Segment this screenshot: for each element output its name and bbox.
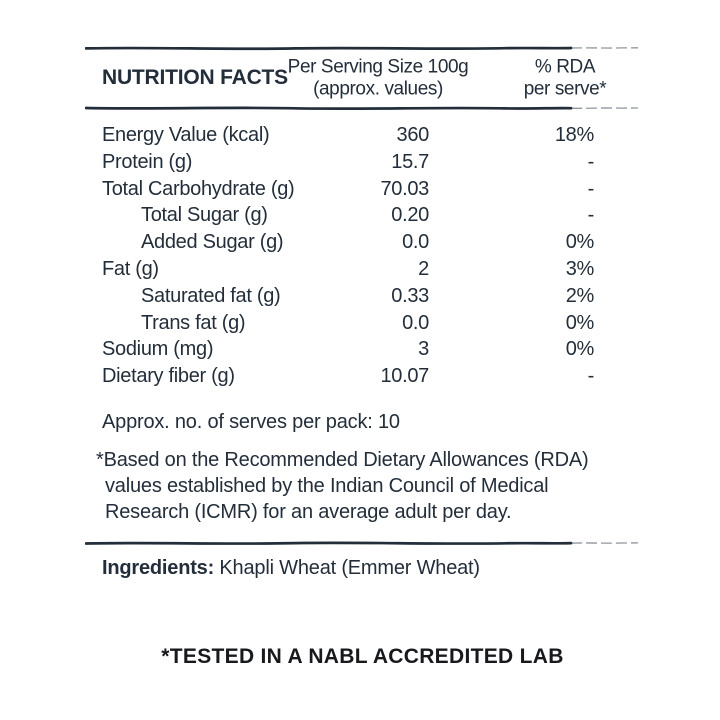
nutrient-value: 0.0 [402, 311, 429, 334]
nutrient-rda-value: - [587, 150, 595, 173]
nutrient-rda-value: 0% [565, 338, 595, 361]
nutrient-value: 2 [418, 257, 429, 280]
nutrient-value: 70.03 [380, 177, 429, 200]
rda-footnote: *Based on the Recommended Dietary Allowa… [96, 448, 589, 523]
nutrient-row: Total Sugar (g) 0.20 - [85, 202, 640, 229]
nutrient-row: Dietary fiber (g) 10.07 - [85, 363, 640, 390]
nutrient-label: Fat (g) [102, 257, 159, 280]
serving-size-column-header: Per Serving Size 100g (approx. values) [288, 57, 469, 100]
divider-rule-ingredients [85, 540, 640, 546]
nutrient-row: Saturated fat (g) 0.33 2% [85, 283, 640, 310]
nutrient-value: 0.0 [402, 231, 429, 254]
nutrient-row: Total Carbohydrate (g) 70.03 - [85, 176, 640, 203]
nutrient-rda-value: 0% [565, 311, 595, 334]
nutrient-row: Fat (g) 2 3% [85, 256, 640, 283]
nutrient-table: Energy Value (kcal) 360 18% Protein (g) … [85, 122, 640, 390]
nutrient-label: Saturated fat (g) [141, 284, 281, 307]
nutrient-row: Sodium (mg) 3 0% [85, 336, 640, 363]
nutrient-rda-value: - [587, 177, 595, 200]
nutrient-label: Energy Value (kcal) [102, 124, 270, 146]
nutrient-rda-value: 18% [554, 124, 594, 146]
rda-header-line1: % RDA [534, 56, 596, 78]
rda-column-header: % RDA per serve* [524, 57, 607, 100]
nutrient-value: 15.7 [391, 150, 429, 173]
nutrient-value: 3 [418, 338, 429, 361]
nutrient-label: Total Sugar (g) [141, 204, 268, 227]
nutrition-label: NUTRITION FACTS Per Serving Size 100g (a… [85, 45, 640, 669]
ingredients-value: Khapli Wheat (Emmer Wheat) [219, 556, 480, 579]
ingredients-line: Ingredients: Khapli Wheat (Emmer Wheat) [85, 555, 640, 581]
nutrient-rda-value: 3% [565, 257, 595, 280]
serving-size-line2: (approx. values) [313, 78, 443, 99]
serving-size-line1: Per Serving Size 100g [287, 56, 469, 78]
nutrient-row: Added Sugar (g) 0.0 0% [85, 229, 640, 256]
nutrient-label: Trans fat (g) [141, 311, 246, 334]
nutrient-value: 10.07 [380, 365, 429, 388]
serves-per-pack-note: Approx. no. of serves per pack: 10 [102, 410, 400, 433]
nutrient-value: 360 [396, 124, 430, 146]
divider-rule-header [85, 105, 640, 111]
nutrient-label: Added Sugar (g) [141, 231, 284, 254]
ingredients-label: Ingredients: [102, 556, 215, 579]
nutrient-label: Total Carbohydrate (g) [102, 177, 295, 200]
table-header: NUTRITION FACTS Per Serving Size 100g (a… [85, 51, 640, 105]
tested-note: *TESTED IN A NABL ACCREDITED LAB [161, 644, 564, 668]
rda-header-line2: per serve* [523, 78, 607, 99]
nutrient-label: Sodium (mg) [102, 338, 214, 361]
nutrient-row: Energy Value (kcal) 360 18% [85, 122, 640, 149]
nutrient-label: Protein (g) [102, 150, 193, 173]
nutrient-rda-value: 0% [565, 231, 595, 254]
table-title: NUTRITION FACTS [102, 66, 288, 89]
nutrient-row: Protein (g) 15.7 - [85, 149, 640, 176]
divider-rule-top [85, 45, 640, 51]
nutrient-rda-value: 2% [565, 284, 595, 307]
nutrient-label: Dietary fiber (g) [102, 365, 235, 388]
nutrient-rda-value: - [587, 204, 595, 227]
nutrient-value: 0.20 [391, 204, 429, 227]
nutrient-rda-value: - [587, 365, 595, 388]
nutrient-row: Trans fat (g) 0.0 0% [85, 310, 640, 337]
nutrient-value: 0.33 [391, 284, 429, 307]
